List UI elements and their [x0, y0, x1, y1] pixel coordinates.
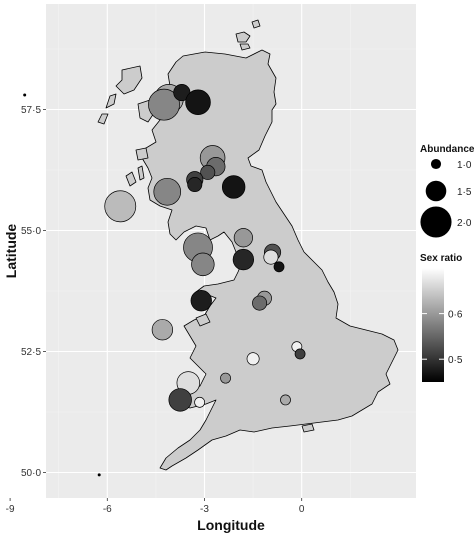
data-point [194, 396, 206, 408]
data-point [221, 175, 246, 199]
y-axis-title: Latitude [3, 224, 19, 279]
data-point [232, 248, 255, 271]
y-tick-label: 57·5 [21, 105, 41, 116]
data-point [273, 261, 285, 273]
island-dot [97, 473, 101, 477]
outer-hebrides-3 [97, 113, 109, 125]
data-point [280, 394, 291, 406]
data-point [233, 228, 253, 248]
abundance-legend-title: Abundance [420, 144, 474, 155]
island-dot [23, 93, 27, 97]
x-tick-label: -3 [200, 504, 209, 515]
point-layer [23, 84, 306, 477]
sex-ratio-legend-title: Sex ratio [420, 253, 462, 264]
abundance-legend-key [430, 158, 442, 170]
data-point [252, 295, 268, 311]
outer-hebrides-1 [115, 65, 143, 95]
abundance-legend-key [420, 206, 452, 238]
x-tick-label: 0 [299, 504, 305, 515]
sex-ratio-legend-label: 0·5 [448, 355, 463, 366]
abundance-legend-label: 1·0 [457, 160, 472, 171]
data-point [168, 388, 192, 412]
outer-hebrides-2 [105, 93, 117, 109]
mull [135, 147, 149, 161]
data-point [148, 88, 180, 121]
axis-layer: -9 -6 -3 0 50·0 52·5 55·0 57·5 [6, 105, 305, 515]
anglesey [195, 313, 211, 327]
sex-ratio-legend-label: 0·6 [448, 310, 463, 321]
abundance-legend-label: 2·0 [457, 218, 472, 229]
data-point [104, 190, 137, 223]
data-point [153, 177, 182, 206]
data-point [191, 252, 215, 277]
y-tick-label: 50·0 [21, 468, 41, 479]
island-north-2 [239, 43, 251, 51]
data-point [190, 290, 212, 312]
data-point [151, 319, 174, 341]
isle-of-wight [301, 423, 315, 433]
data-point [263, 249, 279, 265]
island-north-1 [235, 31, 251, 43]
islay [125, 171, 137, 187]
jura [137, 165, 145, 181]
island-north-3 [251, 19, 261, 29]
data-point [187, 177, 203, 193]
abundance-legend-key [425, 180, 447, 202]
y-tick-label: 55·0 [21, 226, 41, 237]
data-point [294, 348, 306, 360]
data-point [200, 164, 216, 180]
x-tick-label: -6 [103, 504, 112, 515]
x-axis-title: Longitude [197, 517, 265, 533]
data-point [246, 352, 260, 366]
data-point [185, 89, 211, 115]
data-point [220, 372, 231, 384]
abundance-legend-label: 1·5 [457, 187, 472, 198]
legend: Abundance Sex ratio 1·0 1·5 2·0 0·5 0·6 [420, 144, 474, 382]
y-tick-label: 52·5 [21, 347, 41, 358]
sex-ratio-colorbar [422, 268, 444, 382]
x-tick-label: -9 [6, 504, 15, 515]
